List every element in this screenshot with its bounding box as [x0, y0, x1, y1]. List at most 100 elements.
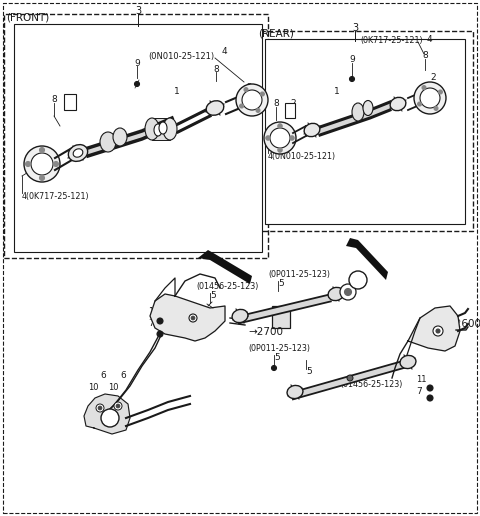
Text: 11: 11 — [416, 376, 427, 384]
Circle shape — [290, 136, 294, 140]
Polygon shape — [346, 238, 388, 280]
Ellipse shape — [328, 287, 344, 301]
Circle shape — [24, 146, 60, 182]
Text: 6: 6 — [120, 372, 126, 380]
Ellipse shape — [206, 101, 224, 115]
Polygon shape — [237, 295, 331, 324]
Circle shape — [427, 395, 433, 401]
Ellipse shape — [400, 356, 416, 368]
Circle shape — [433, 326, 443, 336]
Polygon shape — [198, 250, 252, 284]
Ellipse shape — [73, 149, 83, 157]
Circle shape — [116, 404, 120, 408]
Circle shape — [240, 104, 244, 108]
Circle shape — [347, 375, 353, 381]
Ellipse shape — [304, 123, 320, 137]
Text: 4(0K717-25-121): 4(0K717-25-121) — [22, 191, 90, 201]
Circle shape — [278, 148, 282, 152]
Text: 2: 2 — [290, 100, 296, 108]
Text: 11: 11 — [148, 307, 158, 315]
Circle shape — [414, 82, 446, 114]
Text: 7: 7 — [416, 388, 422, 396]
Ellipse shape — [113, 128, 127, 146]
Circle shape — [260, 92, 264, 96]
Polygon shape — [408, 306, 460, 351]
Circle shape — [340, 284, 356, 300]
Ellipse shape — [154, 124, 162, 136]
Bar — [64, 94, 76, 110]
Circle shape — [418, 102, 421, 106]
Text: A: A — [355, 276, 361, 284]
Circle shape — [436, 329, 440, 333]
Circle shape — [96, 404, 104, 412]
Circle shape — [427, 385, 433, 391]
Polygon shape — [88, 118, 172, 156]
Circle shape — [270, 128, 290, 148]
Text: 5: 5 — [306, 367, 312, 377]
Text: 4: 4 — [427, 36, 432, 44]
Ellipse shape — [287, 385, 303, 398]
Text: (0K717-25-121): (0K717-25-121) — [360, 36, 422, 44]
Text: 5: 5 — [210, 292, 216, 300]
Circle shape — [420, 88, 440, 108]
Circle shape — [31, 153, 53, 175]
Bar — [272, 306, 290, 328]
Text: (01456-25-123): (01456-25-123) — [196, 282, 258, 291]
Text: 3: 3 — [352, 23, 358, 33]
Circle shape — [244, 88, 248, 92]
Circle shape — [101, 409, 119, 427]
Circle shape — [98, 406, 102, 410]
Circle shape — [39, 148, 45, 153]
Text: →2700: →2700 — [248, 327, 283, 337]
Text: 1: 1 — [174, 87, 180, 95]
Circle shape — [189, 314, 197, 322]
Text: (0P011-25-123): (0P011-25-123) — [268, 269, 330, 279]
Circle shape — [236, 84, 268, 116]
Text: (FRONT): (FRONT) — [6, 13, 49, 23]
Text: 2: 2 — [246, 84, 252, 92]
Text: 2: 2 — [68, 95, 73, 105]
Text: (0N010-25-121): (0N010-25-121) — [148, 52, 214, 60]
Text: 2: 2 — [430, 73, 436, 83]
Text: 10: 10 — [88, 383, 98, 393]
Bar — [255, 31, 473, 231]
Text: (REAR): (REAR) — [258, 28, 294, 38]
Text: 5: 5 — [278, 280, 284, 288]
Circle shape — [25, 162, 31, 167]
Polygon shape — [291, 361, 406, 399]
Ellipse shape — [390, 98, 406, 110]
Text: 8: 8 — [273, 100, 279, 108]
Text: 4(0N010-25-121): 4(0N010-25-121) — [268, 152, 336, 160]
Ellipse shape — [68, 144, 88, 162]
Text: →2600: →2600 — [446, 319, 480, 329]
Polygon shape — [150, 294, 225, 341]
Text: 7: 7 — [148, 318, 154, 328]
Ellipse shape — [352, 103, 364, 121]
Polygon shape — [84, 394, 130, 434]
Ellipse shape — [232, 310, 248, 322]
Text: (0P011-25-123): (0P011-25-123) — [248, 344, 310, 352]
Text: 9: 9 — [134, 58, 140, 68]
Circle shape — [349, 76, 355, 82]
Circle shape — [264, 122, 296, 154]
Circle shape — [53, 162, 59, 167]
Circle shape — [157, 318, 163, 324]
Text: 1: 1 — [334, 88, 340, 96]
Circle shape — [266, 136, 270, 140]
Circle shape — [157, 331, 163, 337]
Circle shape — [422, 86, 426, 90]
Circle shape — [278, 124, 282, 128]
Circle shape — [191, 316, 195, 320]
Text: 8: 8 — [422, 52, 428, 60]
Text: (01456-25-123): (01456-25-123) — [340, 379, 402, 389]
Ellipse shape — [159, 122, 167, 134]
Bar — [152, 118, 170, 140]
Circle shape — [438, 90, 443, 94]
Bar — [14, 24, 262, 252]
Circle shape — [434, 106, 438, 110]
Text: 8: 8 — [51, 95, 57, 105]
Circle shape — [134, 82, 140, 87]
Circle shape — [349, 271, 367, 289]
Circle shape — [114, 402, 122, 410]
Text: 4: 4 — [222, 47, 228, 56]
